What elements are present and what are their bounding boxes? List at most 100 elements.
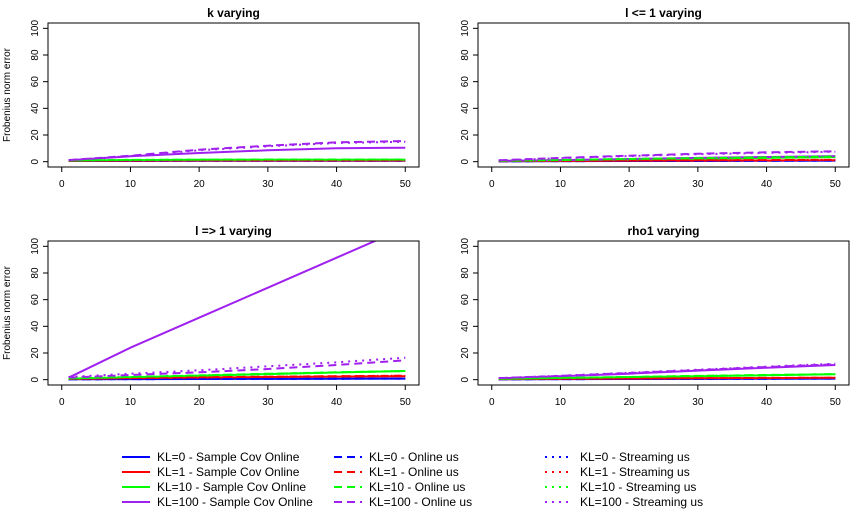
x-tick-label: 50 bbox=[830, 179, 842, 190]
legend-label: KL=10 - Sample Cov Online bbox=[157, 480, 306, 494]
y-axis: 0 20 40 60 80 100 bbox=[30, 238, 48, 382]
y-tick-label: 100 bbox=[460, 238, 471, 255]
legend-label: KL=100 - Streaming us bbox=[580, 495, 703, 509]
legend-label: KL=1 - Online us bbox=[369, 465, 459, 479]
x-tick-label: 0 bbox=[59, 397, 65, 408]
x-tick-label: 30 bbox=[692, 397, 704, 408]
y-tick-label: 100 bbox=[30, 238, 41, 255]
series-line bbox=[68, 241, 378, 379]
x-axis: 0 10 20 30 40 50 bbox=[59, 166, 412, 190]
y-tick-label: 100 bbox=[460, 20, 471, 37]
x-tick-label: 20 bbox=[624, 179, 636, 190]
y-tick-label: 0 bbox=[460, 158, 471, 164]
series-line bbox=[68, 140, 406, 162]
y-tick-label: 80 bbox=[460, 49, 471, 61]
panel-title: l => 1 varying bbox=[195, 224, 272, 238]
x-tick-label: 40 bbox=[331, 397, 343, 408]
y-tick-label: 80 bbox=[30, 49, 41, 61]
y-tick-label: 60 bbox=[30, 294, 41, 306]
x-tick-label: 0 bbox=[59, 179, 65, 190]
legend-label: KL=100 - Online us bbox=[369, 495, 472, 509]
panel-4: rho1 varying 0 10 20 30 40 50 0 20 40 60 80 100 bbox=[460, 224, 850, 408]
x-axis: 0 10 20 30 40 50 bbox=[489, 384, 842, 408]
x-tick-label: 30 bbox=[262, 179, 274, 190]
series-line bbox=[498, 155, 836, 162]
x-tick-label: 0 bbox=[489, 397, 495, 408]
y-tick-label: 20 bbox=[460, 129, 471, 141]
legend-label: KL=0 - Online us bbox=[369, 450, 459, 464]
y-tick-label: 100 bbox=[30, 20, 41, 37]
y-tick-label: 60 bbox=[460, 294, 471, 306]
series-line bbox=[68, 359, 406, 379]
y-tick-label: 0 bbox=[460, 376, 471, 382]
y-axis: 0 20 40 60 80 100 bbox=[460, 238, 478, 382]
x-tick-label: 30 bbox=[692, 179, 704, 190]
x-tick-label: 20 bbox=[624, 397, 636, 408]
plot-frame bbox=[47, 240, 420, 386]
plot-frame bbox=[477, 240, 850, 386]
y-tick-label: 0 bbox=[30, 376, 41, 382]
series-group bbox=[498, 362, 836, 381]
series-line bbox=[498, 158, 836, 163]
series-line bbox=[498, 150, 836, 162]
y-tick-label: 20 bbox=[460, 347, 471, 359]
y-tick-label: 40 bbox=[460, 320, 471, 332]
y-axis: 0 20 40 60 80 100 bbox=[460, 20, 478, 164]
x-tick-label: 20 bbox=[194, 397, 206, 408]
legend-label: KL=10 - Online us bbox=[369, 480, 465, 494]
plot-frame bbox=[477, 22, 850, 168]
y-tick-label: 40 bbox=[30, 320, 41, 332]
y-tick-label: 80 bbox=[460, 267, 471, 279]
y-tick-label: 20 bbox=[30, 129, 41, 141]
x-tick-label: 50 bbox=[400, 179, 412, 190]
x-tick-label: 10 bbox=[555, 179, 567, 190]
x-axis: 0 10 20 30 40 50 bbox=[489, 166, 842, 190]
y-tick-label: 80 bbox=[30, 267, 41, 279]
series-line bbox=[68, 377, 406, 381]
panel-title: k varying bbox=[207, 6, 260, 20]
y-tick-label: 60 bbox=[460, 76, 471, 88]
panel-title: rho1 varying bbox=[627, 224, 699, 238]
series-line bbox=[68, 158, 406, 162]
panel-3: l => 1 varying Frobenius norm error 0 10 20 3… bbox=[2, 224, 420, 408]
x-tick-label: 50 bbox=[400, 397, 412, 408]
x-tick-label: 40 bbox=[331, 179, 343, 190]
x-tick-label: 30 bbox=[262, 397, 274, 408]
y-tick-label: 20 bbox=[30, 347, 41, 359]
x-tick-label: 10 bbox=[555, 397, 567, 408]
legend-label: KL=0 - Sample Cov Online bbox=[157, 450, 300, 464]
chart-panels: k varying Frobenius norm error 0 10 20 30 40 50… bbox=[2, 6, 850, 408]
y-tick-label: 60 bbox=[30, 76, 41, 88]
legend-label: KL=10 - Streaming us bbox=[580, 480, 696, 494]
series-group bbox=[498, 150, 836, 163]
legend-label: KL=100 - Sample Cov Online bbox=[157, 495, 313, 509]
y-tick-label: 40 bbox=[30, 102, 41, 114]
series-group bbox=[68, 140, 406, 162]
plot-frame bbox=[47, 22, 420, 168]
series-line bbox=[498, 373, 836, 380]
x-tick-label: 50 bbox=[830, 397, 842, 408]
legend-label: KL=1 - Sample Cov Online bbox=[157, 465, 300, 479]
series-line bbox=[68, 370, 406, 380]
series-group bbox=[68, 241, 406, 381]
series-line bbox=[68, 374, 406, 380]
x-tick-label: 0 bbox=[489, 179, 495, 190]
series-line bbox=[498, 376, 836, 381]
x-axis: 0 10 20 30 40 50 bbox=[59, 384, 412, 408]
y-axis-label: Frobenius norm error bbox=[2, 47, 13, 142]
y-tick-label: 0 bbox=[30, 158, 41, 164]
series-line bbox=[68, 146, 406, 162]
y-axis: 0 20 40 60 80 100 bbox=[30, 20, 48, 164]
x-tick-label: 20 bbox=[194, 179, 206, 190]
x-tick-label: 40 bbox=[761, 397, 773, 408]
y-axis-label: Frobenius norm error bbox=[2, 265, 13, 360]
panel-2: l <= 1 varying 0 10 20 30 40 50 0 20 40 60 80 100 bbox=[460, 6, 850, 190]
series-line bbox=[498, 363, 836, 380]
panel-title: l <= 1 varying bbox=[625, 6, 702, 20]
panel-1: k varying Frobenius norm error 0 10 20 30 40 50… bbox=[2, 6, 420, 190]
y-tick-label: 40 bbox=[460, 102, 471, 114]
x-tick-label: 10 bbox=[125, 179, 137, 190]
legend-label: KL=1 - Streaming us bbox=[580, 465, 690, 479]
